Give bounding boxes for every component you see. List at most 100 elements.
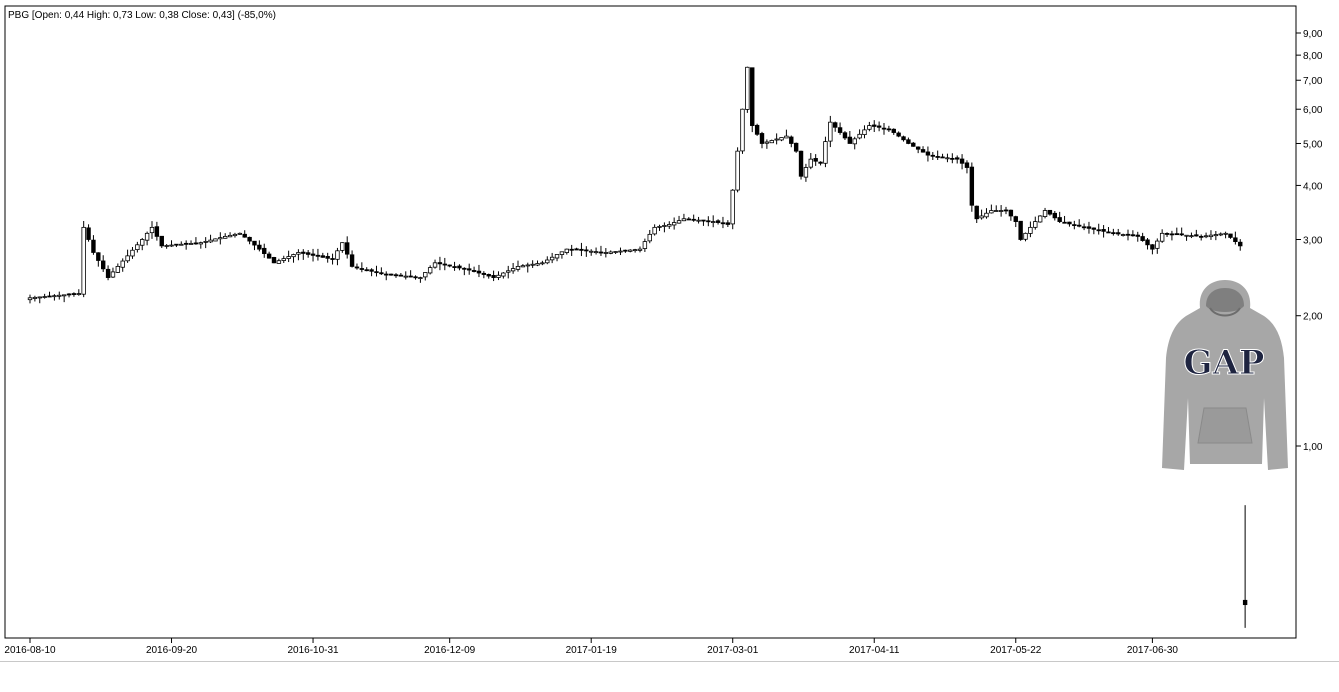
candle-body: [603, 252, 609, 254]
candle-body: [66, 293, 72, 296]
gap-hoodie-image: GAP: [1162, 280, 1288, 470]
candle-body: [632, 249, 638, 252]
candle: [61, 294, 67, 303]
candle-body: [315, 254, 321, 257]
candle-body: [281, 258, 286, 261]
candle: [764, 139, 770, 149]
candle-body: [940, 156, 945, 159]
candle: [828, 115, 833, 148]
candle-body: [42, 296, 47, 298]
candle-body: [857, 133, 862, 139]
candle: [774, 133, 779, 145]
candle-body: [886, 128, 892, 131]
candle: [252, 240, 257, 251]
candle: [754, 123, 760, 136]
candle-body: [179, 243, 184, 246]
candle-body: [232, 233, 238, 237]
candle: [466, 263, 472, 275]
candle: [452, 261, 457, 271]
candle-body: [530, 263, 535, 266]
candle-body: [1130, 234, 1136, 237]
candle: [96, 252, 101, 267]
candle-body: [1013, 216, 1018, 222]
candle: [818, 161, 823, 166]
y-tick-label: 8,00: [1303, 51, 1323, 62]
candle: [613, 251, 618, 255]
candle: [847, 130, 853, 144]
candle: [203, 237, 208, 249]
candle-body: [447, 264, 452, 267]
candle: [135, 241, 140, 253]
candle-body: [169, 244, 174, 247]
candle-body: [837, 127, 843, 133]
candle: [584, 246, 589, 257]
candle: [823, 136, 828, 168]
candle-body: [1189, 235, 1194, 238]
candle-body: [579, 248, 584, 251]
candle: [237, 232, 243, 235]
candle-body: [955, 157, 960, 160]
candle-body: [1033, 221, 1038, 228]
candle: [379, 267, 384, 275]
candle-body: [320, 255, 325, 258]
candle: [1150, 244, 1155, 255]
candle: [32, 295, 38, 302]
candle: [71, 292, 77, 297]
candle-body: [915, 146, 921, 150]
candle-body: [437, 262, 443, 265]
candle: [57, 291, 62, 300]
candle: [183, 240, 189, 250]
candle-body: [1140, 236, 1145, 241]
candle: [496, 271, 501, 281]
candle: [808, 153, 813, 170]
candle-body: [257, 244, 262, 250]
candle: [315, 248, 321, 261]
candle-body: [1018, 220, 1023, 240]
candle: [408, 270, 413, 278]
candle-body: [701, 219, 706, 222]
candle: [598, 245, 604, 257]
candle-body: [671, 222, 677, 226]
candle: [164, 244, 169, 249]
candle: [47, 291, 52, 298]
candle-body: [779, 137, 784, 141]
candle-body: [462, 267, 467, 270]
candle-body: [964, 162, 970, 168]
candle-body: [110, 271, 116, 278]
candle-body: [969, 166, 975, 206]
candle: [881, 123, 887, 135]
candle-body: [950, 157, 955, 160]
candle-body: [305, 252, 311, 255]
candle-body: [1145, 239, 1150, 246]
candle: [574, 247, 579, 251]
candle-body: [154, 226, 160, 237]
candle-body: [510, 268, 516, 272]
candle: [779, 137, 784, 142]
candle: [735, 147, 740, 193]
candle: [793, 142, 799, 153]
candle-body: [1150, 244, 1155, 250]
candle-body: [740, 108, 745, 152]
candle-body: [174, 243, 179, 246]
candle: [994, 205, 999, 212]
candle-body: [27, 297, 33, 301]
candle: [911, 141, 916, 147]
y-tick-label: 5,00: [1303, 139, 1323, 150]
candle: [427, 265, 433, 275]
candle-body: [828, 121, 833, 142]
candle-body: [852, 138, 857, 145]
candle: [179, 241, 184, 246]
candle-body: [105, 268, 111, 278]
candle-body: [340, 242, 345, 251]
candle: [418, 276, 423, 283]
candle: [1028, 221, 1033, 238]
candle-body: [432, 262, 438, 268]
candle: [691, 214, 696, 222]
candle-body: [501, 272, 506, 277]
candle: [1184, 234, 1189, 241]
candle: [1033, 216, 1038, 230]
candle-body: [896, 132, 901, 137]
candle-body: [1047, 209, 1053, 215]
candle: [915, 146, 921, 154]
candle: [745, 66, 750, 113]
